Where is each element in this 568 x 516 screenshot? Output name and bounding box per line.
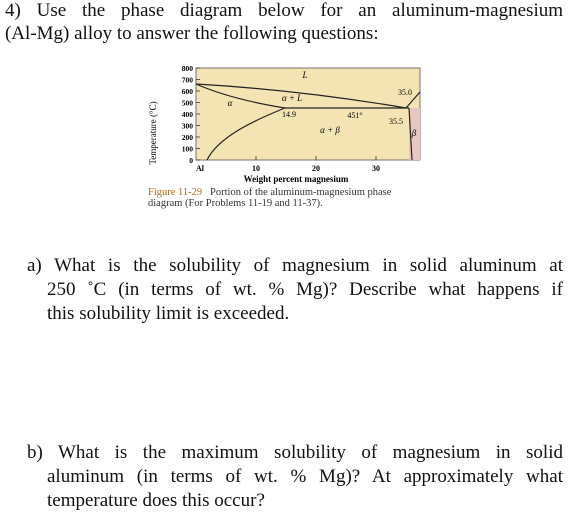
y-tick-label: 600 [182, 87, 194, 96]
point-label: 451° [347, 111, 362, 120]
phase-diagram: Temperature (°C) Weight percent magnesiu… [148, 64, 421, 184]
liquidus [195, 83, 407, 109]
point-label: 35.0 [398, 88, 412, 97]
y-tick-label: 300 [182, 122, 194, 131]
region-label: α + L [282, 93, 302, 103]
x-tick-label: 30 [372, 164, 380, 173]
x-tick-label: 20 [312, 164, 320, 173]
liquidus [405, 91, 421, 109]
y-tick-label: 500 [182, 99, 194, 108]
x-axis-label: Weight percent magnesium [244, 174, 349, 184]
y-tick-label: 100 [182, 145, 194, 154]
beta-boundary [408, 107, 413, 161]
caption: Figure 11-29 Portion of the aluminum-mag… [148, 187, 410, 209]
caption-number: Figure 11-29 [148, 187, 203, 198]
y-tick-label: 700 [182, 76, 194, 85]
part-b-line: temperature does this occur? [47, 490, 265, 511]
region-label: α + β [320, 125, 340, 135]
x-tick-label: 10 [252, 164, 260, 173]
plot-area [195, 67, 421, 161]
caption-text: Portion of the aluminum-magnesium phase … [148, 187, 392, 209]
y-axis-label: Temperature (°C) [148, 101, 158, 164]
point-label: 14.9 [282, 110, 296, 119]
x-tick-label: Al [196, 164, 205, 173]
region-label: β [411, 128, 417, 138]
y-tick-label: 0 [189, 156, 193, 165]
part-a-line: a) What is the solubility of magnesium i… [27, 255, 563, 276]
y-tick-label: 800 [182, 64, 194, 73]
solidus [195, 83, 286, 109]
region-label: L [301, 70, 307, 80]
part-b-line: b) What is the maximum solubility of mag… [27, 442, 563, 463]
question-line: 4) Use the phase diagram below for an al… [5, 0, 563, 21]
y-tick-label: 200 [182, 133, 194, 142]
y-tick-label: 400 [182, 110, 194, 119]
part-b-line: aluminum (in terms of wt. % Mg)? At appr… [47, 466, 563, 487]
part-a-line: 250 ˚C (in terms of wt. % Mg)? Describe … [47, 279, 563, 300]
beta-region [409, 108, 420, 160]
part-a-line: this solubility limit is exceeded. [47, 303, 290, 324]
question-line: (Al-Mg) alloy to answer the following qu… [5, 23, 379, 44]
region-label: α [228, 98, 233, 108]
solvus [206, 107, 286, 161]
point-label: 35.5 [389, 117, 403, 126]
